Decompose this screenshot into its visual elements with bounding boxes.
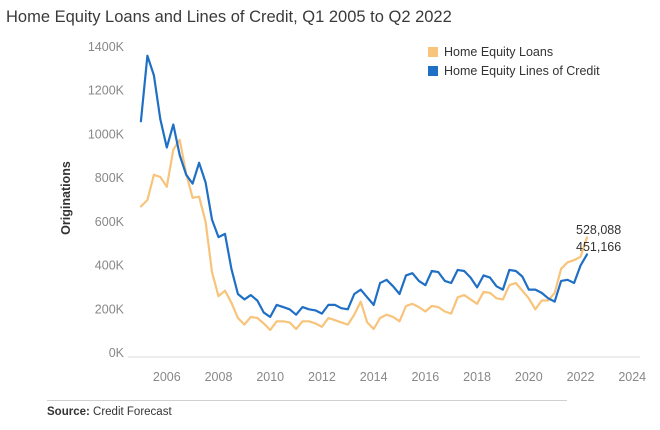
footer-divider (47, 400, 567, 401)
x-tick-label: 2024 (618, 370, 646, 384)
x-tick-label: 2016 (411, 370, 439, 384)
series-lines (139, 54, 589, 332)
y-tick-label: 0K (109, 346, 125, 360)
legend-item-loans: Home Equity Loans (428, 42, 600, 61)
source-label: Source: (47, 406, 90, 418)
x-tick-label: 2010 (256, 370, 284, 384)
y-tick-label: 1000K (88, 127, 125, 141)
x-axis-ticks: 2006 2008 2010 2012 2014 2016 2018 2020 2022 2024 (153, 370, 646, 384)
y-axis-ticks: 0K 200K 400K 600K 800K 1000K 1200K 1400K (88, 40, 125, 360)
y-tick-label: 1200K (88, 84, 125, 98)
x-tick-label: 2008 (205, 370, 233, 384)
y-tick-label: 800K (95, 171, 125, 185)
series-line-lines (139, 54, 589, 318)
x-tick-label: 2012 (308, 370, 336, 384)
x-tick-label: 2014 (360, 370, 388, 384)
legend-label-loans: Home Equity Loans (444, 44, 554, 59)
x-tick-label: 2022 (567, 370, 595, 384)
chart-title: Home Equity Loans and Lines of Credit, Q… (6, 8, 452, 26)
end-label-loans: 528,088 (576, 223, 622, 237)
y-tick-label: 400K (95, 259, 125, 273)
legend-swatch-lines (428, 65, 438, 76)
x-tick-label: 2018 (463, 370, 491, 384)
y-tick-label: 200K (95, 302, 125, 316)
x-tick-label: 2020 (515, 370, 543, 384)
source-note: Source: Credit Forecast (47, 406, 172, 418)
y-tick-label: 600K (95, 215, 125, 229)
x-tick-label: 2006 (153, 370, 181, 384)
source-text: Credit Forecast (93, 406, 172, 418)
end-label-lines: 451,166 (576, 240, 622, 254)
chart-legend: Home Equity Loans Home Equity Lines of C… (428, 42, 600, 80)
y-axis-label: Originations (59, 161, 73, 235)
series-line-loans (139, 138, 589, 332)
legend-item-lines: Home Equity Lines of Credit (428, 61, 600, 80)
y-tick-label: 1400K (88, 40, 125, 54)
legend-label-lines: Home Equity Lines of Credit (444, 63, 600, 78)
legend-swatch-loans (428, 46, 438, 57)
